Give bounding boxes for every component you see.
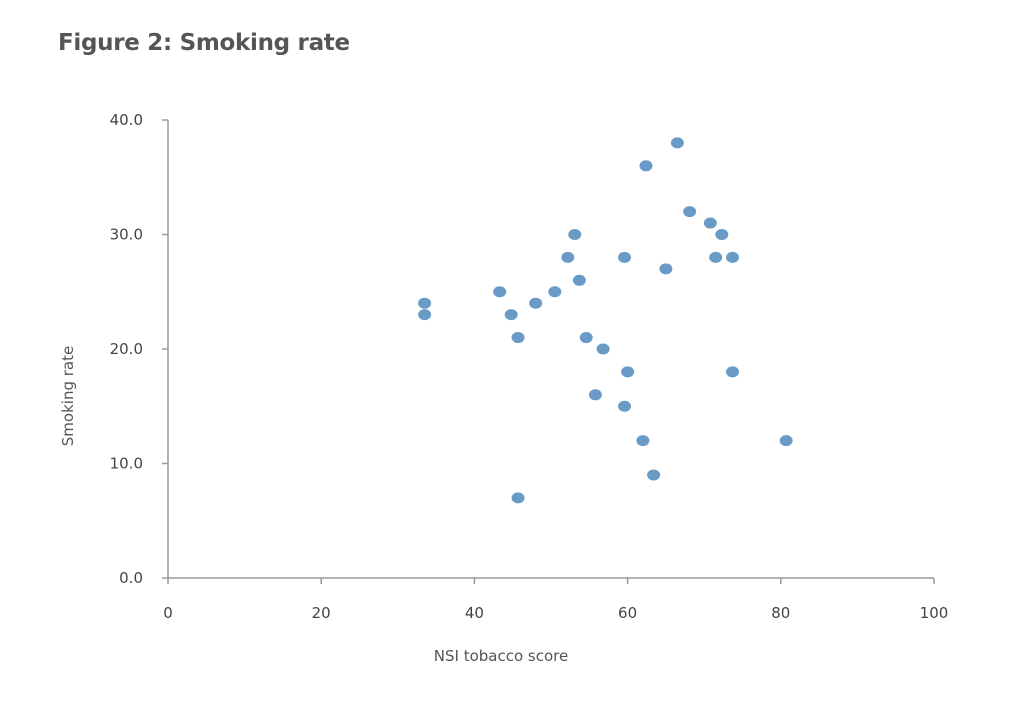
x-tick-label: 20: [312, 604, 331, 622]
scatter-point: [504, 309, 518, 321]
scatter-point: [703, 217, 717, 229]
scatter-point: [636, 435, 650, 447]
scatter-point: [493, 286, 507, 298]
scatter-point: [715, 229, 729, 240]
scatter-point: [683, 206, 697, 218]
x-tick-label: 60: [618, 604, 637, 622]
scatter-point: [670, 137, 684, 149]
scatter-point: [709, 251, 723, 263]
scatter-point: [572, 274, 586, 286]
x-tick-label: 100: [920, 604, 949, 622]
scatter-point: [621, 366, 635, 378]
scatter-point: [659, 263, 673, 275]
chart-title: Figure 2: Smoking rate: [58, 30, 350, 56]
data-points: [418, 137, 793, 504]
scatter-point: [529, 297, 543, 309]
scatter-point: [779, 435, 793, 447]
x-tick-label: 0: [163, 604, 173, 622]
scatter-point: [548, 286, 562, 298]
scatter-point: [596, 343, 610, 355]
y-tick-label: 20.0: [110, 340, 143, 358]
y-tick-label: 0.0: [119, 569, 143, 587]
scatter-point: [511, 492, 525, 504]
x-axis-title: NSI tobacco score: [434, 647, 568, 665]
scatter-point: [618, 251, 632, 263]
scatter-point: [561, 251, 575, 263]
scatter-point: [511, 332, 525, 344]
scatter-point: [726, 251, 740, 263]
scatter-point: [568, 229, 582, 240]
scatter-point: [726, 366, 740, 378]
scatter-point: [639, 160, 653, 172]
x-tick-label: 40: [465, 604, 484, 622]
scatter-point: [418, 309, 432, 321]
y-tick-label: 30.0: [110, 226, 143, 244]
scatter-point: [418, 297, 432, 309]
x-axis-ticks: 0 20 40 60 80 100: [163, 578, 948, 622]
scatter-point: [618, 400, 632, 412]
x-tick-label: 80: [771, 604, 790, 622]
scatter-point: [588, 389, 602, 401]
y-tick-label: 10.0: [110, 455, 143, 473]
y-tick-label: 40.0: [110, 111, 143, 129]
axes: [167, 120, 934, 579]
scatter-point: [647, 469, 661, 481]
y-axis-title: Smoking rate: [59, 346, 77, 446]
y-axis-ticks: 0.0 10.0 20.0 30.0 40.0: [110, 111, 168, 587]
scatter-point: [579, 332, 593, 344]
